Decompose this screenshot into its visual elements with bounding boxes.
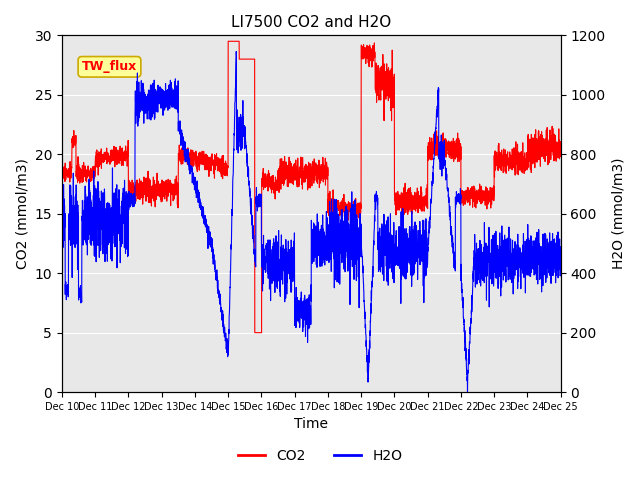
Title: LI7500 CO2 and H2O: LI7500 CO2 and H2O (231, 15, 392, 30)
Y-axis label: CO2 (mmol/m3): CO2 (mmol/m3) (15, 158, 29, 269)
Legend: CO2, H2O: CO2, H2O (232, 443, 408, 468)
Y-axis label: H2O (mmol/m3): H2O (mmol/m3) (611, 158, 625, 269)
X-axis label: Time: Time (294, 418, 328, 432)
Text: TW_flux: TW_flux (82, 60, 137, 73)
